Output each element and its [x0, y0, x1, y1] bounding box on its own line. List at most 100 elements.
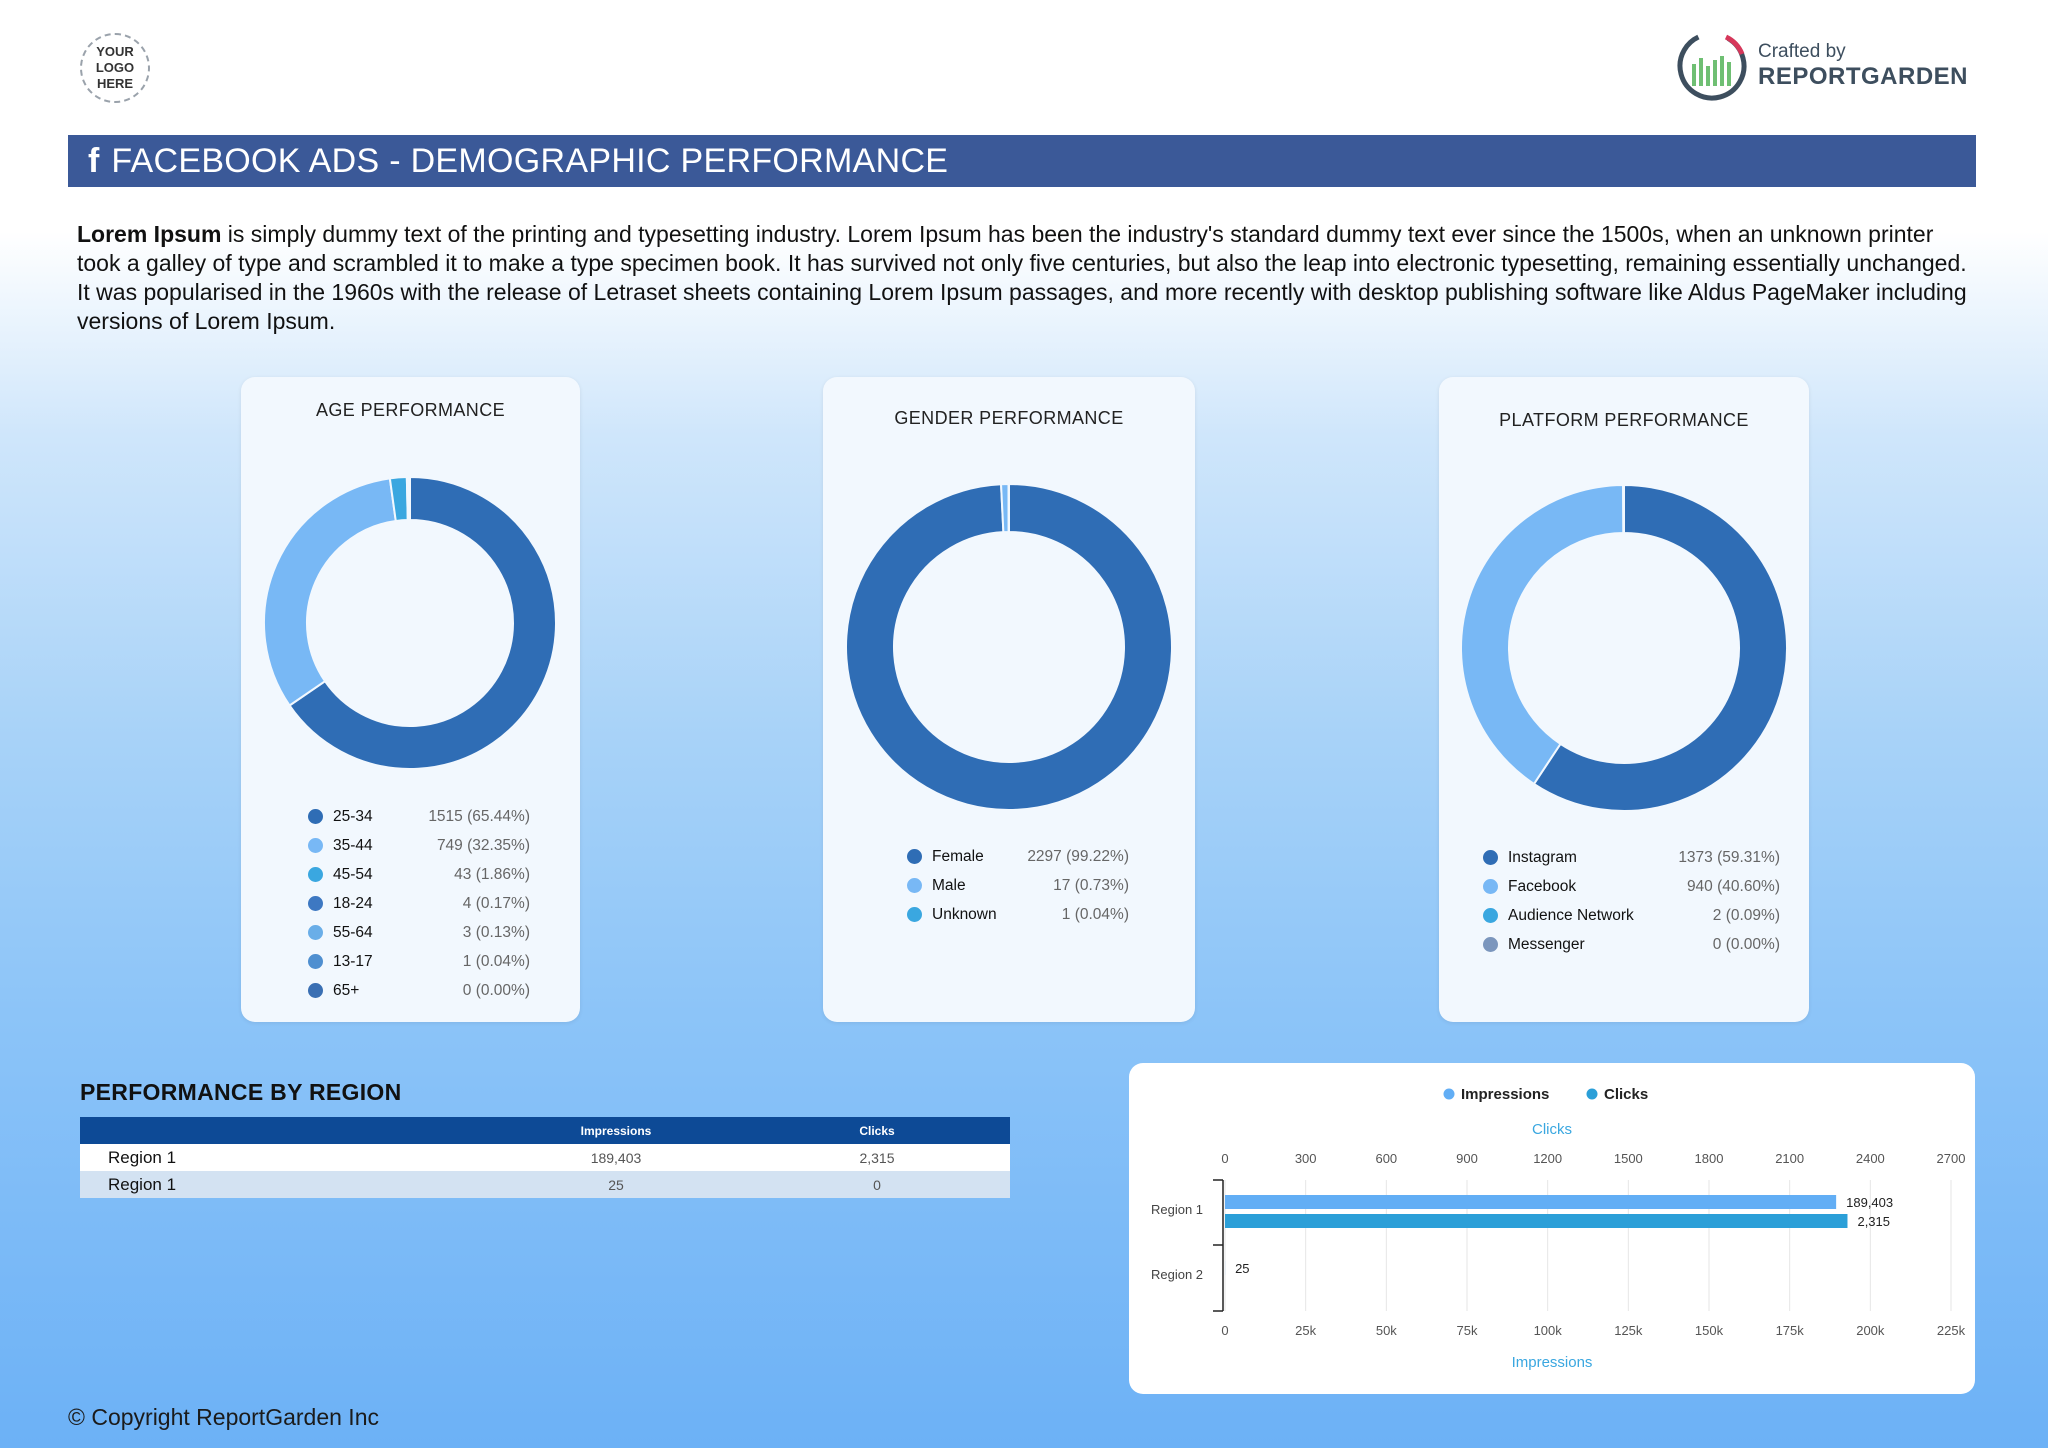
legend-label: 13-17 [333, 952, 373, 970]
x-tick-label: 150k [1695, 1323, 1724, 1338]
x-tick-label: 0 [1221, 1323, 1228, 1338]
x-tick-label: 75k [1457, 1323, 1478, 1338]
region-bar-chart: Impressions Clicks Clicks Impressions 0 25k 50… [1151, 1086, 1966, 1371]
legend-value: 3 (0.13%) [462, 923, 530, 941]
brand-logo: Crafted by REPORTGARDEN [1676, 30, 1968, 102]
legend-value: 940 (40.60%) [1686, 877, 1780, 895]
legend-item[interactable]: 25-34 1515 (65.44%) [308, 802, 530, 831]
platform-performance-card: PLATFORM PERFORMANCE Instagram 1373 (59.3… [1439, 377, 1809, 1022]
legend-label: Messenger [1508, 935, 1585, 953]
legend-value: 1 (0.04%) [1061, 905, 1129, 923]
x-tick-label: 50k [1376, 1323, 1397, 1338]
bar-impressions-region-1[interactable] [1225, 1195, 1837, 1209]
region-table: Impressions Clicks Region 1 189,403 2,31… [80, 1117, 1010, 1198]
legend-value: 1373 (59.31%) [1678, 848, 1780, 866]
donut-slice-male[interactable] [1000, 484, 1010, 534]
legend-item[interactable]: 65+ 0 (0.00%) [308, 976, 530, 1005]
impressions-cell: 189,403 [590, 1149, 642, 1166]
copyright-footer: © Copyright ReportGarden Inc [68, 1404, 379, 1430]
legend-item[interactable]: Messenger 0 (0.00%) [1483, 930, 1780, 959]
legend-dot-icon [907, 849, 922, 864]
age-legend: 25-34 1515 (65.44%) 35-44 749 (32.35%) 45-54… [308, 802, 530, 1005]
legend-dot-icon[interactable] [1443, 1088, 1455, 1100]
legend-item[interactable]: Male 17 (0.73%) [907, 871, 1129, 900]
legend-label: 65+ [333, 981, 360, 999]
region-col-name [80, 1117, 488, 1144]
legend-dot-icon [1483, 850, 1498, 865]
x2-tick-label: 2700 [1937, 1151, 1966, 1166]
brand-name: REPORTGARDEN [1757, 63, 1968, 90]
logo-line: YOUR [96, 44, 134, 59]
x-tick-label: 175k [1776, 1323, 1805, 1338]
region-bar-chart-card: Impressions Clicks Clicks Impressions 0 25k 50… [1129, 1063, 1975, 1394]
region-col-impressions: Impressions [488, 1117, 744, 1144]
donut-slice-25-34[interactable] [288, 477, 556, 769]
legend-dot-icon[interactable] [1586, 1088, 1598, 1100]
legend-item[interactable]: 55-64 3 (0.13%) [308, 918, 530, 947]
legend-value: 2297 (99.22%) [1027, 847, 1129, 865]
page-title: FACEBOOK ADS - DEMOGRAPHIC PERFORMANCE [111, 141, 949, 180]
legend-dot-icon [308, 925, 323, 940]
facebook-icon: f [88, 141, 100, 180]
bar-value-label: 189,403 [1846, 1195, 1893, 1210]
x-tick-label: 125k [1614, 1323, 1643, 1338]
legend-label: 25-34 [333, 807, 373, 825]
platform-card-title: PLATFORM PERFORMANCE [1499, 410, 1749, 430]
x-tick-label: 100k [1534, 1323, 1563, 1338]
legend-item[interactable]: 18-24 4 (0.17%) [308, 889, 530, 918]
legend-item[interactable]: Unknown 1 (0.04%) [907, 900, 1129, 929]
impressions-cell: 25 [608, 1176, 624, 1193]
intro-bold: Lorem Ipsum [77, 221, 222, 247]
legend-item[interactable]: 13-17 1 (0.04%) [308, 947, 530, 976]
legend-item[interactable]: Audience Network 2 (0.09%) [1483, 901, 1780, 930]
logo-placeholder: YOUR LOGO HERE [80, 33, 150, 103]
legend-dot-icon [308, 809, 323, 824]
legend-item[interactable]: Instagram 1373 (59.31%) [1483, 843, 1780, 872]
legend-label: Facebook [1508, 877, 1577, 895]
gender-legend: Female 2297 (99.22%) Male 17 (0.73%) Unknown… [907, 842, 1129, 929]
legend-value: 749 (32.35%) [436, 836, 530, 854]
legend-dot-icon [308, 983, 323, 998]
legend-value: 1515 (65.44%) [428, 807, 530, 825]
legend-value: 0 (0.00%) [1712, 935, 1780, 953]
y-category-label: Region 1 [1151, 1202, 1203, 1217]
legend-value: 4 (0.17%) [462, 894, 530, 912]
y-category-label: Region 2 [1151, 1267, 1203, 1282]
legend-dot-icon [308, 867, 323, 882]
platform-legend: Instagram 1373 (59.31%) Facebook 940 (40.60… [1483, 843, 1780, 959]
donut-slice-female[interactable] [846, 484, 1172, 810]
legend-dot-icon [308, 896, 323, 911]
bar-clicks-region-1[interactable] [1225, 1214, 1848, 1228]
x-tick-label: 200k [1856, 1323, 1885, 1338]
legend-dot-icon [1483, 908, 1498, 923]
legend-item[interactable]: Female 2297 (99.22%) [907, 842, 1129, 871]
legend-dot-icon [907, 878, 922, 893]
x2-tick-label: 300 [1295, 1151, 1317, 1166]
legend-label: Female [932, 847, 984, 865]
legend-value: 1 (0.04%) [462, 952, 530, 970]
region-section-title: PERFORMANCE BY REGION [80, 1079, 402, 1105]
legend-item[interactable]: 35-44 749 (32.35%) [308, 831, 530, 860]
legend-item[interactable]: 45-54 43 (1.86%) [308, 860, 530, 889]
donut-slice-facebook[interactable] [1461, 485, 1625, 786]
clicks-cell: 0 [873, 1176, 881, 1193]
donut-slice-audience-network[interactable] [1622, 485, 1625, 535]
x2-tick-label: 600 [1375, 1151, 1397, 1166]
x-tick-label: 225k [1937, 1323, 1966, 1338]
legend-label: Impressions [1461, 1086, 1549, 1103]
platform-donut-chart [1461, 485, 1787, 811]
x2-tick-label: 2400 [1856, 1151, 1885, 1166]
donut-slice-instagram[interactable] [1532, 485, 1787, 811]
legend-label: Instagram [1508, 848, 1577, 866]
table-row: Region 1 25 0 [80, 1171, 1010, 1198]
legend-label: 45-54 [333, 865, 373, 883]
gender-performance-card: GENDER PERFORMANCE Female 2297 (99.22%) Ma… [823, 377, 1195, 1022]
logo-line: LOGO [95, 60, 135, 75]
intro-text: is simply dummy text of the printing and… [77, 221, 1967, 334]
table-row: Region 1 189,403 2,315 [80, 1144, 1010, 1171]
donut-slice-35-44[interactable] [264, 477, 397, 707]
legend-item[interactable]: Facebook 940 (40.60%) [1483, 872, 1780, 901]
legend-label: 55-64 [333, 923, 373, 941]
clicks-cell: 2,315 [859, 1149, 895, 1166]
region-col-clicks: Clicks [744, 1117, 1010, 1144]
